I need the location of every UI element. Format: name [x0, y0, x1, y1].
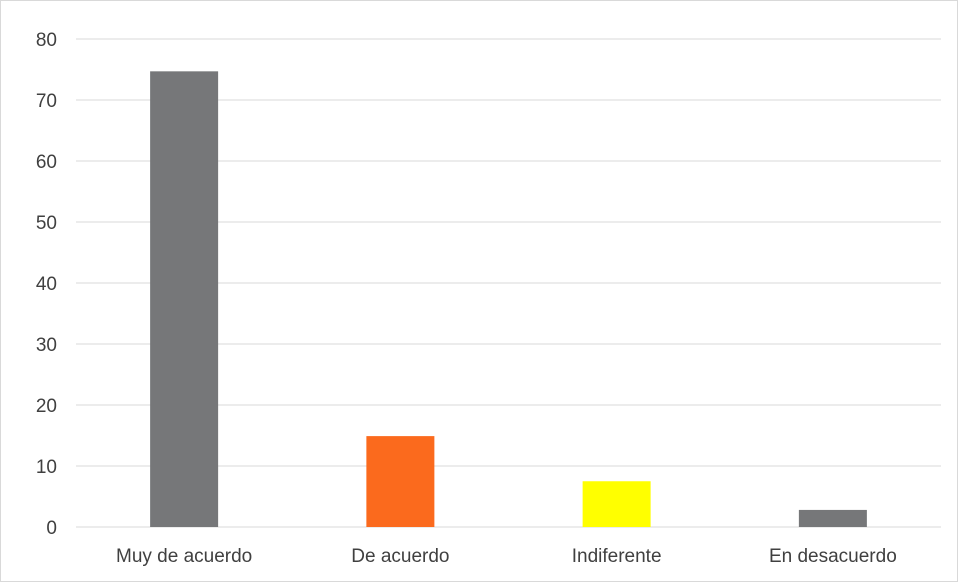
bar-muy-de-acuerdo	[150, 71, 219, 527]
y-tick-label: 70	[36, 91, 57, 112]
y-tick-label: 80	[36, 30, 57, 51]
x-category-label: En desacuerdo	[769, 546, 897, 567]
bar-de-acuerdo	[366, 436, 435, 527]
y-tick-label: 0	[46, 518, 57, 539]
x-category-label: De acuerdo	[351, 546, 449, 567]
y-tick-label: 30	[36, 335, 57, 356]
y-tick-label: 60	[36, 152, 57, 173]
y-tick-label: 20	[36, 396, 57, 417]
bars	[150, 71, 867, 527]
y-tick-label: 40	[36, 274, 57, 295]
bar-indiferente	[582, 481, 651, 527]
bar-en-desacuerdo	[798, 509, 867, 527]
gridlines	[76, 38, 941, 528]
y-tick-label: 10	[36, 457, 57, 478]
x-category-label: Muy de acuerdo	[116, 546, 252, 567]
x-axis-labels: Muy de acuerdo De acuerdo Indiferente En de…	[116, 546, 897, 567]
y-tick-label: 50	[36, 213, 57, 234]
x-category-label: Indiferente	[572, 546, 662, 567]
y-axis-ticks: 0 10 20 30 40 50 60 70 80	[36, 30, 57, 539]
